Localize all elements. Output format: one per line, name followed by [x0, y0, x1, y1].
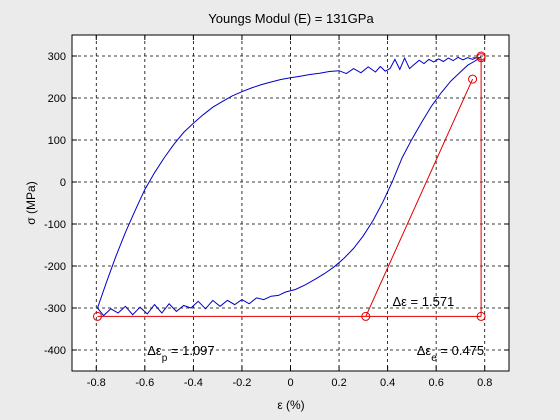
x-tick-label: 0 — [287, 377, 293, 389]
circle-marker — [468, 74, 478, 84]
series-upper-branch — [97, 56, 482, 309]
series-layer — [97, 56, 482, 317]
y-axis-label: σ (MPa) — [24, 181, 38, 224]
circle-marker — [476, 311, 486, 321]
annotation-delta-eps-p: Δεp = 1.097 — [147, 343, 214, 364]
circle-marker — [476, 51, 486, 61]
y-tick-label: 100 — [48, 135, 66, 147]
x-tick-label: 0.2 — [331, 377, 346, 389]
y-tick-label: -300 — [44, 303, 66, 315]
y-tick-label: -400 — [44, 345, 66, 357]
x-axis-label: ε (%) — [277, 398, 304, 412]
series-lower-branch — [97, 56, 482, 317]
marker-layer — [92, 51, 486, 321]
axis-ticks: -0.8 -0.6 -0.4 -0.2 0 0.2 0.4 0.6 0.8 -400 -300 -20… — [44, 35, 509, 389]
series-elastic-line — [365, 78, 474, 317]
x-tick-label: 0.6 — [429, 377, 444, 389]
y-tick-label: 300 — [48, 51, 66, 63]
x-tick-label: -0.4 — [184, 377, 203, 389]
y-tick-label: -100 — [44, 219, 66, 231]
y-tick-label: -200 — [44, 261, 66, 273]
x-tick-label: -0.2 — [232, 377, 251, 389]
annotation-delta-eps-total: Δε = 1.571 — [392, 294, 454, 309]
y-tick-label: 0 — [60, 177, 66, 189]
annotation-delta-eps-e: Δεe = 0.475 — [417, 343, 484, 364]
y-tick-label: 200 — [48, 93, 66, 105]
x-tick-label: 0.4 — [380, 377, 395, 389]
circle-marker — [361, 311, 371, 321]
grid — [72, 35, 509, 371]
x-tick-label: -0.6 — [135, 377, 154, 389]
annotation-layer: Δε = 1.571 Δεp = 1.097 Δεe = 0.475 — [147, 294, 484, 364]
chart-title: Youngs Modul (E) = 131GPa — [208, 11, 374, 26]
circle-marker — [92, 311, 102, 321]
x-tick-label: -0.8 — [87, 377, 106, 389]
x-tick-label: 0.8 — [477, 377, 492, 389]
